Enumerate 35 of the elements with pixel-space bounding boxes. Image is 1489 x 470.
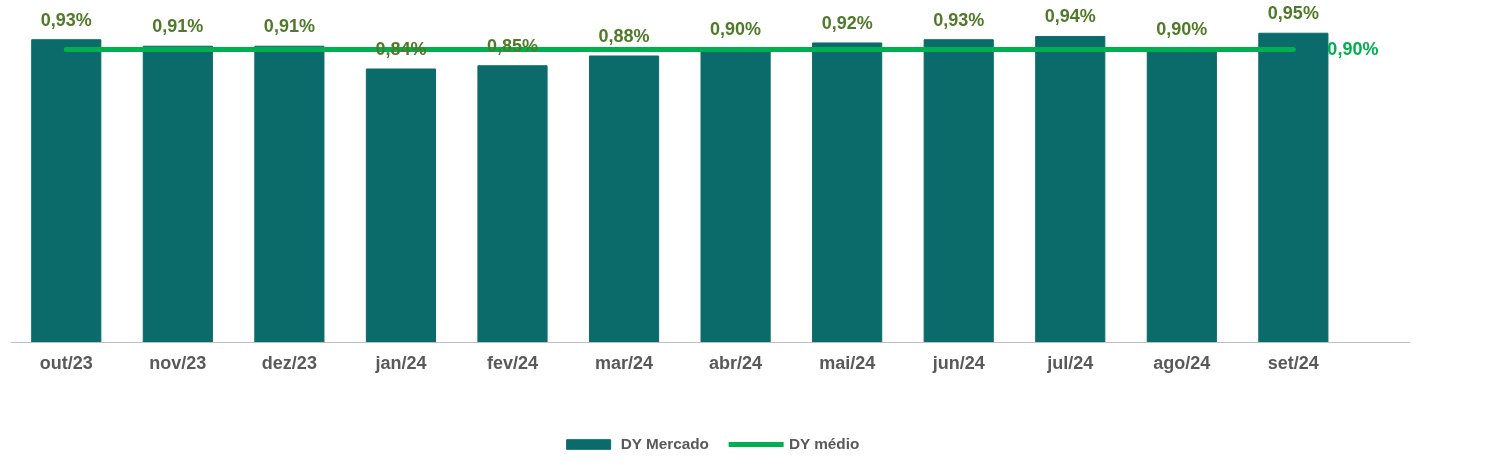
x-tick-label: mar/24 [595, 353, 654, 374]
data-label: 0,90% [1156, 19, 1208, 40]
bar [31, 39, 102, 343]
data-label: 0,92% [821, 12, 873, 33]
legend-label: DY Mercado [620, 435, 709, 453]
x-tick-label: set/24 [1267, 353, 1319, 374]
x-tick-label: jun/24 [931, 353, 985, 374]
x-tick-label: nov/23 [149, 353, 207, 374]
x-tick-label: mai/24 [819, 353, 876, 374]
data-label: 0,95% [1267, 3, 1319, 24]
data-label: 0,90% [710, 19, 762, 40]
bar [254, 45, 325, 343]
data-label: 0,91% [152, 16, 204, 37]
x-tick-label: jan/24 [374, 353, 427, 374]
x-tick-label: abr/24 [709, 353, 763, 374]
x-tick-label: dez/23 [261, 353, 317, 374]
bar [477, 65, 548, 343]
bar [142, 45, 213, 343]
bar [1035, 35, 1106, 343]
data-label: 0,93% [933, 9, 985, 30]
x-tick-label: ago/24 [1153, 353, 1211, 374]
x-tick-label: out/23 [39, 353, 93, 374]
bar [1258, 32, 1329, 343]
legend-label: DY médio [788, 435, 860, 453]
data-label: 0,94% [1044, 6, 1096, 27]
x-tick-label: jul/24 [1046, 353, 1094, 374]
bar [923, 39, 994, 343]
data-label: 0,91% [263, 16, 315, 37]
bar [365, 68, 437, 343]
bar [812, 42, 883, 343]
data-label: 0,88% [598, 25, 650, 46]
data-label: 0,90% [1327, 39, 1379, 60]
data-label: 0,93% [40, 9, 92, 30]
x-tick-label: fev/24 [486, 353, 539, 374]
bar [588, 55, 660, 343]
